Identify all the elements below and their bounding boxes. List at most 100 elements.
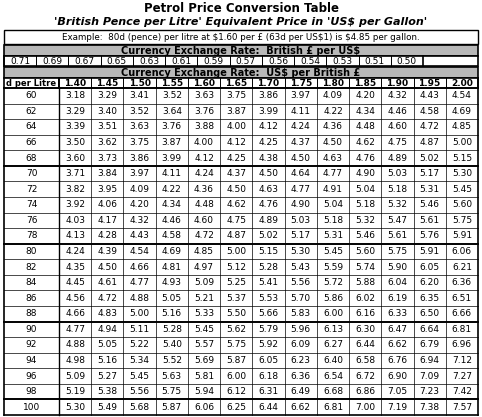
Text: 4.11: 4.11 bbox=[291, 107, 311, 116]
Text: 1.75: 1.75 bbox=[290, 78, 312, 88]
Text: 5.75: 5.75 bbox=[226, 340, 246, 349]
Text: 5.43: 5.43 bbox=[291, 263, 311, 271]
Text: 5.17: 5.17 bbox=[420, 169, 440, 178]
Text: 3.73: 3.73 bbox=[97, 153, 118, 163]
Text: 3.51: 3.51 bbox=[97, 123, 118, 131]
Text: 4.76: 4.76 bbox=[258, 200, 279, 209]
Text: 1.80: 1.80 bbox=[322, 78, 344, 88]
Bar bbox=[4, 45, 478, 56]
Text: 3.52: 3.52 bbox=[130, 107, 149, 116]
Text: 3.86: 3.86 bbox=[258, 91, 279, 100]
Text: 5.66: 5.66 bbox=[258, 309, 279, 318]
Text: 1.50: 1.50 bbox=[129, 78, 150, 88]
Text: 5.09: 5.09 bbox=[194, 278, 214, 287]
Text: 3.87: 3.87 bbox=[162, 138, 182, 147]
Text: 4.12: 4.12 bbox=[258, 123, 279, 131]
Text: 4.48: 4.48 bbox=[194, 200, 214, 209]
Text: 0.53: 0.53 bbox=[333, 56, 352, 65]
Text: 6.79: 6.79 bbox=[420, 340, 440, 349]
Text: 6.23: 6.23 bbox=[291, 356, 311, 365]
Text: 5.50: 5.50 bbox=[226, 309, 246, 318]
Text: 6.76: 6.76 bbox=[388, 356, 407, 365]
Text: 4.54: 4.54 bbox=[452, 91, 472, 100]
Text: 5.62: 5.62 bbox=[226, 325, 246, 334]
Text: 4.85: 4.85 bbox=[452, 123, 472, 131]
Text: 4.03: 4.03 bbox=[65, 216, 85, 225]
Text: 6.90: 6.90 bbox=[388, 372, 407, 381]
Text: 4.89: 4.89 bbox=[258, 216, 279, 225]
Text: 4.75: 4.75 bbox=[226, 216, 246, 225]
Text: 4.63: 4.63 bbox=[323, 153, 343, 163]
Text: 1.40: 1.40 bbox=[64, 78, 86, 88]
Text: 6.81: 6.81 bbox=[323, 403, 343, 412]
Text: 3.86: 3.86 bbox=[130, 153, 149, 163]
Text: 6.30: 6.30 bbox=[355, 325, 375, 334]
Text: 6.44: 6.44 bbox=[258, 403, 279, 412]
Text: 4.28: 4.28 bbox=[97, 231, 117, 241]
Text: 5.57: 5.57 bbox=[194, 340, 214, 349]
Text: 5.87: 5.87 bbox=[226, 356, 246, 365]
Text: 5.18: 5.18 bbox=[388, 185, 407, 194]
Text: 86: 86 bbox=[26, 294, 37, 303]
Text: 5.37: 5.37 bbox=[226, 294, 246, 303]
Text: 4.75: 4.75 bbox=[388, 138, 407, 147]
Text: 4.58: 4.58 bbox=[420, 107, 440, 116]
Text: 5.25: 5.25 bbox=[226, 278, 246, 287]
Text: 94: 94 bbox=[26, 356, 37, 365]
Text: 'British Pence per Litre' Equivalent Price in 'US$ per Gallon': 'British Pence per Litre' Equivalent Pri… bbox=[54, 17, 428, 27]
Text: 3.75: 3.75 bbox=[226, 91, 246, 100]
Text: 6.47: 6.47 bbox=[388, 325, 407, 334]
Text: 4.87: 4.87 bbox=[420, 138, 440, 147]
Text: 0.65: 0.65 bbox=[107, 56, 127, 65]
Text: 3.95: 3.95 bbox=[97, 185, 118, 194]
Text: 5.81: 5.81 bbox=[194, 372, 214, 381]
Text: 3.29: 3.29 bbox=[97, 91, 117, 100]
Text: 5.30: 5.30 bbox=[452, 169, 472, 178]
Text: 4.54: 4.54 bbox=[130, 247, 149, 256]
Text: 6.05: 6.05 bbox=[258, 356, 279, 365]
Text: 5.30: 5.30 bbox=[291, 247, 311, 256]
Text: 6.94: 6.94 bbox=[420, 356, 440, 365]
Text: 4.62: 4.62 bbox=[355, 138, 375, 147]
Text: 6.25: 6.25 bbox=[226, 403, 246, 412]
Text: 5.87: 5.87 bbox=[162, 403, 182, 412]
Text: 4.83: 4.83 bbox=[97, 309, 117, 318]
Text: 1.85: 1.85 bbox=[354, 78, 376, 88]
Text: 6.16: 6.16 bbox=[355, 309, 375, 318]
Text: 5.70: 5.70 bbox=[291, 294, 311, 303]
Text: 3.40: 3.40 bbox=[97, 107, 117, 116]
Text: 4.24: 4.24 bbox=[194, 169, 214, 178]
Text: 5.68: 5.68 bbox=[130, 403, 149, 412]
Text: 6.62: 6.62 bbox=[388, 340, 407, 349]
Text: 7.00: 7.00 bbox=[355, 403, 375, 412]
Text: 6.96: 6.96 bbox=[452, 340, 472, 349]
Text: 5.88: 5.88 bbox=[355, 278, 375, 287]
Bar bbox=[4, 56, 478, 66]
Text: 3.88: 3.88 bbox=[194, 123, 214, 131]
Text: 5.09: 5.09 bbox=[65, 372, 85, 381]
Text: 7.23: 7.23 bbox=[420, 387, 440, 396]
Text: 7.12: 7.12 bbox=[452, 356, 472, 365]
Text: 5.75: 5.75 bbox=[452, 216, 472, 225]
Text: 5.83: 5.83 bbox=[291, 309, 311, 318]
Text: 5.02: 5.02 bbox=[420, 153, 440, 163]
Text: 6.66: 6.66 bbox=[452, 309, 472, 318]
Text: 1.70: 1.70 bbox=[257, 78, 280, 88]
Text: 4.66: 4.66 bbox=[130, 263, 149, 271]
Text: 3.50: 3.50 bbox=[65, 138, 85, 147]
Text: 5.76: 5.76 bbox=[420, 231, 440, 241]
Text: 5.59: 5.59 bbox=[323, 263, 343, 271]
Text: 96: 96 bbox=[26, 372, 37, 381]
Text: 80: 80 bbox=[26, 247, 37, 256]
Text: 6.64: 6.64 bbox=[420, 325, 440, 334]
Text: 4.91: 4.91 bbox=[323, 185, 343, 194]
Text: 7.38: 7.38 bbox=[420, 403, 440, 412]
Text: 70: 70 bbox=[26, 169, 37, 178]
Text: 5.92: 5.92 bbox=[258, 340, 279, 349]
Text: 5.45: 5.45 bbox=[452, 185, 472, 194]
Text: 7.27: 7.27 bbox=[452, 372, 472, 381]
Text: 7.42: 7.42 bbox=[452, 387, 472, 396]
Text: 5.49: 5.49 bbox=[97, 403, 117, 412]
Text: 6.21: 6.21 bbox=[452, 263, 472, 271]
Text: 5.12: 5.12 bbox=[226, 263, 246, 271]
